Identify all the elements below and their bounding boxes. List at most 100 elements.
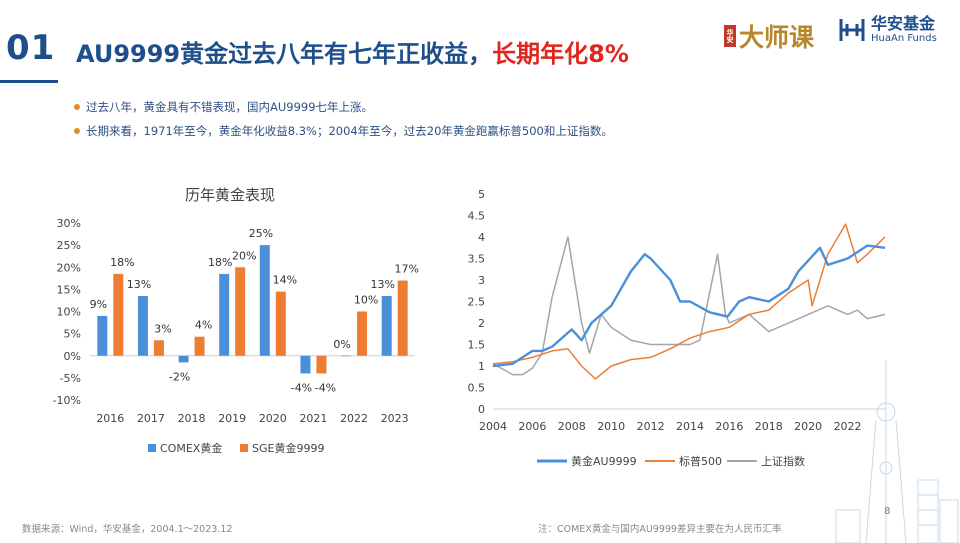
bar-comex [97, 315, 108, 356]
series-line-au9999 [492, 244, 886, 368]
series-line-sp500 [492, 223, 886, 380]
section-underline [0, 80, 58, 83]
y-tick-label: 5 [478, 188, 485, 201]
bullet-list: 过去八年，黄金具有不错表现，国内AU9999七年上涨。 长期来看，1971年至今… [74, 95, 613, 143]
x-tick-label: 2016 [715, 420, 743, 433]
x-tick-label: 2018 [755, 420, 783, 433]
bullet-dot [74, 104, 80, 110]
data-label: 20% [232, 249, 256, 262]
x-tick-label: 2022 [340, 412, 368, 425]
bar-comex [178, 355, 189, 363]
legend-swatch [240, 444, 248, 452]
data-label: 14% [273, 274, 297, 287]
page-title: AU9999黄金过去八年有七年正收益，长期年化8% [76, 34, 629, 69]
chart-footnote: 注：COMEX黄金与国内AU9999差异主要在为人民币汇率 [538, 524, 782, 535]
x-tick-label: 2004 [479, 420, 507, 433]
y-tick-label: 1 [478, 360, 485, 373]
data-label: 17% [394, 263, 418, 276]
bar-comex [219, 273, 230, 356]
y-tick-label: 0 [478, 403, 485, 416]
y-tick-label: 5% [64, 328, 81, 341]
data-label: 4% [195, 319, 212, 332]
data-label: 25% [249, 227, 273, 240]
dashi-logo-text: 大师课 [739, 23, 815, 52]
y-tick-label: 10% [57, 306, 81, 319]
x-tick-label: 2006 [518, 420, 546, 433]
data-label: 18% [110, 256, 134, 269]
huaan-logo: 华安基金 HuaAn Funds [838, 16, 937, 44]
skyline-decoration [835, 360, 959, 543]
legend-label: 标普500 [679, 454, 722, 468]
data-label: 13% [127, 278, 151, 291]
bar-sge [194, 336, 205, 356]
y-tick-label: 4.5 [468, 210, 486, 223]
x-tick-label: 2021 [299, 412, 327, 425]
x-tick-label: 2023 [381, 412, 409, 425]
bar-sge [113, 273, 124, 356]
x-tick-label: 2018 [178, 412, 206, 425]
bullet-item: 过去八年，黄金具有不错表现，国内AU9999七年上涨。 [74, 95, 613, 119]
bar-sge [357, 311, 368, 356]
cumulative-return-line-chart: 5 4.5 4 3.5 3 2.5 2 1.5 1 0.5 0 2004 2006 2008 2010 201… [468, 188, 886, 468]
data-source-note: 数据来源：Wind，华安基金，2004.1～2023.12 [22, 524, 233, 535]
bar-comex [381, 296, 392, 356]
data-label: 18% [208, 256, 232, 269]
bar-sge [153, 340, 164, 356]
bullet-item: 长期来看，1971年至今，黄金年化收益8.3%；2004年至今，过去20年黄金跑… [74, 119, 613, 143]
series-line-shanghai [492, 236, 886, 376]
x-tick-label: 2008 [558, 420, 586, 433]
data-label: 0% [333, 338, 350, 351]
huaan-logo-en: HuaAn Funds [871, 33, 937, 44]
data-label: -4% [315, 381, 336, 394]
y-tick-label: 1.5 [468, 339, 486, 352]
x-tick-label: 2010 [597, 420, 625, 433]
page-title-highlight: 长期年化8% [492, 40, 629, 68]
y-tick-label: 15% [57, 283, 81, 296]
bar-sge [275, 291, 286, 356]
data-label: 13% [370, 278, 394, 291]
dashi-logo: 华安 大师课 [724, 18, 814, 54]
y-tick-label: 4 [478, 231, 485, 244]
bullet-dot [74, 128, 80, 134]
bar-sge [397, 280, 408, 356]
legend-label: COMEX黄金 [160, 441, 222, 455]
y-tick-label: 2.5 [468, 296, 486, 309]
bar-sge [316, 355, 327, 374]
x-tick-label: 2020 [259, 412, 287, 425]
x-tick-label: 2014 [676, 420, 704, 433]
bar-comex [137, 296, 148, 356]
chart-title: 历年黄金表现 [185, 186, 275, 204]
y-tick-label: 3.5 [468, 253, 486, 266]
bar-comex [341, 355, 352, 357]
data-label: -2% [169, 370, 190, 383]
data-label: 3% [154, 322, 171, 335]
dashi-seal: 华安 [724, 25, 736, 47]
y-tick-label: 3 [478, 274, 485, 287]
y-tick-label: 0.5 [468, 382, 486, 395]
section-number: 01 [6, 28, 56, 68]
bullet-text: 过去八年，黄金具有不错表现，国内AU9999七年上涨。 [86, 100, 374, 114]
legend-label: SGE黄金9999 [252, 441, 324, 455]
bar-comex [300, 355, 311, 374]
huaan-mark-icon [839, 19, 865, 41]
bar-comex [259, 245, 270, 356]
y-tick-label: -10% [53, 394, 81, 407]
data-label: -4% [291, 381, 312, 394]
legend-label: 上证指数 [761, 454, 805, 468]
page-number: 8 [884, 506, 891, 517]
x-tick-label: 2020 [794, 420, 822, 433]
page-title-main: AU9999黄金过去八年有七年正收益， [76, 40, 493, 68]
x-tick-label: 2012 [637, 420, 665, 433]
x-tick-label: 2022 [834, 420, 862, 433]
legend-swatch [148, 444, 156, 452]
data-label: 9% [90, 298, 107, 311]
legend-label: 黄金AU9999 [571, 454, 637, 468]
huaan-logo-cn: 华安基金 [871, 14, 936, 33]
x-tick-label: 2017 [137, 412, 165, 425]
annual-gold-bar-chart: 历年黄金表现 30% 25% 20% 15% 10% 5% 0% -5% -10% 2016 9% 18… [53, 186, 419, 455]
bar-sge [235, 267, 246, 356]
bullet-text: 长期来看，1971年至今，黄金年化收益8.3%；2004年至今，过去20年黄金跑… [86, 124, 613, 138]
y-tick-label: 0% [64, 350, 81, 363]
y-tick-label: 2 [478, 317, 485, 330]
y-tick-label: 20% [57, 261, 81, 274]
